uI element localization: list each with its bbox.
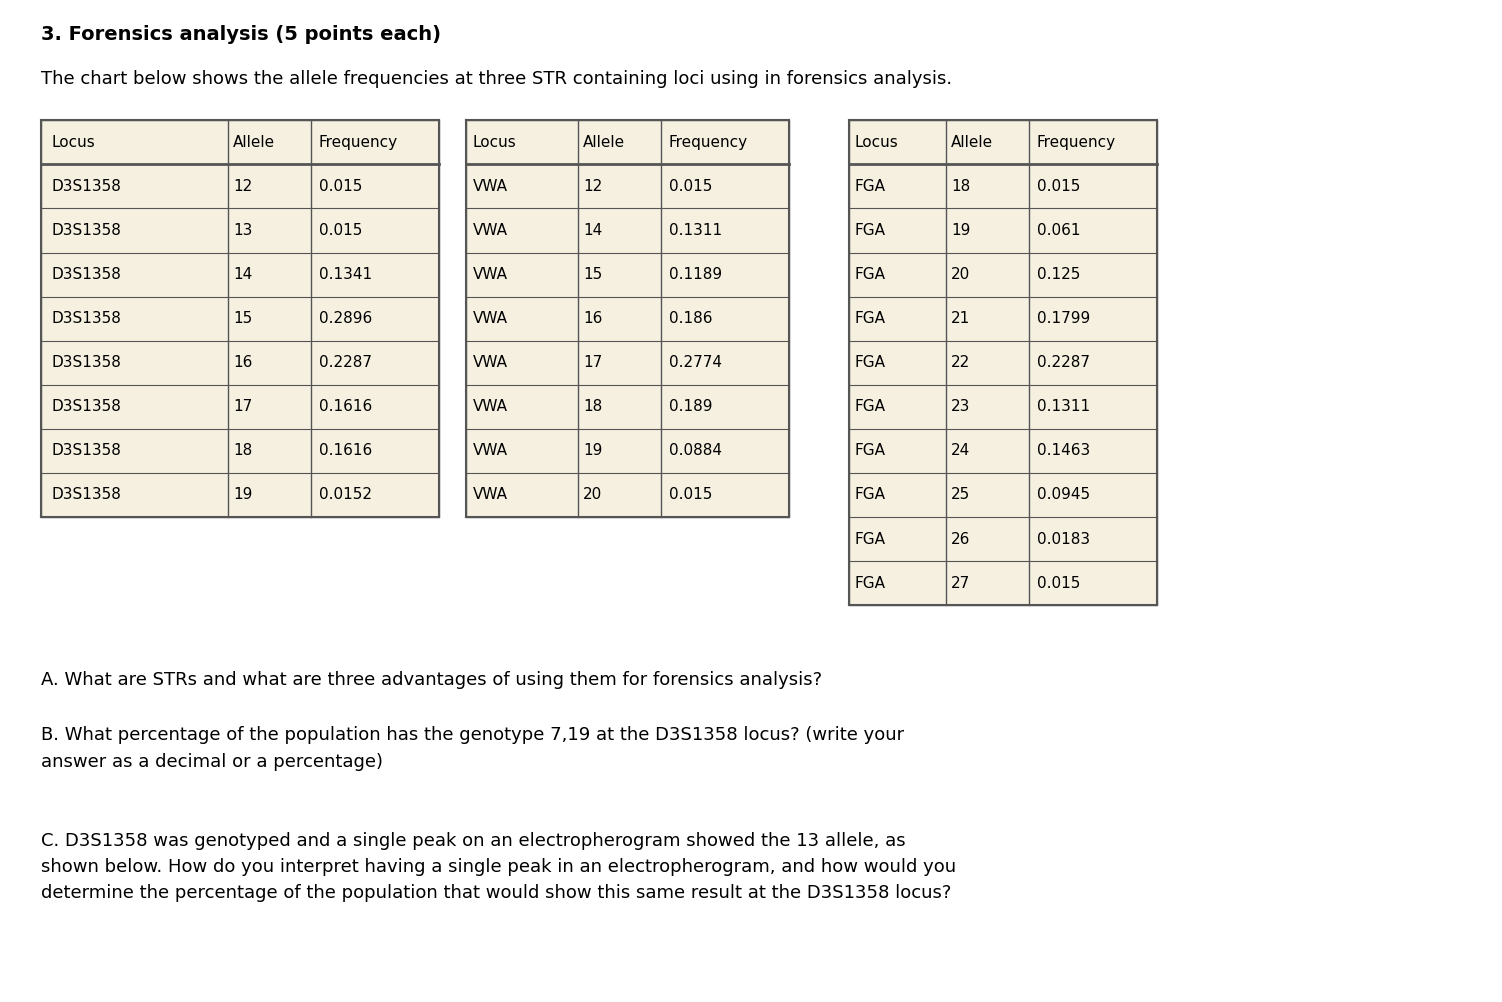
Text: 3. Forensics analysis (5 points each): 3. Forensics analysis (5 points each) bbox=[41, 25, 440, 44]
Text: Allele: Allele bbox=[951, 135, 993, 149]
Text: D3S1358: D3S1358 bbox=[51, 312, 122, 326]
Text: D3S1358: D3S1358 bbox=[51, 179, 122, 193]
Text: 0.061: 0.061 bbox=[1036, 223, 1080, 237]
Text: 23: 23 bbox=[951, 400, 970, 414]
Text: 0.186: 0.186 bbox=[668, 312, 712, 326]
Text: 0.2287: 0.2287 bbox=[318, 356, 371, 370]
Text: 12: 12 bbox=[583, 179, 602, 193]
Text: A. What are STRs and what are three advantages of using them for forensics analy: A. What are STRs and what are three adva… bbox=[41, 671, 822, 689]
Text: FGA: FGA bbox=[855, 444, 886, 458]
Text: 0.1616: 0.1616 bbox=[318, 400, 372, 414]
Text: 0.015: 0.015 bbox=[1036, 179, 1080, 193]
Text: D3S1358: D3S1358 bbox=[51, 356, 122, 370]
Text: Allele: Allele bbox=[583, 135, 625, 149]
Text: 24: 24 bbox=[951, 444, 970, 458]
Text: 14: 14 bbox=[583, 223, 602, 237]
Text: The chart below shows the allele frequencies at three STR containing loci using : The chart below shows the allele frequen… bbox=[41, 70, 952, 88]
Text: Allele: Allele bbox=[233, 135, 275, 149]
Text: 0.1311: 0.1311 bbox=[668, 223, 721, 237]
Text: FGA: FGA bbox=[855, 268, 886, 282]
Text: 27: 27 bbox=[951, 576, 970, 590]
FancyBboxPatch shape bbox=[466, 120, 789, 517]
FancyBboxPatch shape bbox=[41, 120, 439, 517]
Text: Locus: Locus bbox=[855, 135, 898, 149]
Text: FGA: FGA bbox=[855, 312, 886, 326]
Text: Locus: Locus bbox=[473, 135, 517, 149]
Text: 0.2896: 0.2896 bbox=[318, 312, 372, 326]
Text: FGA: FGA bbox=[855, 179, 886, 193]
Text: 0.015: 0.015 bbox=[668, 488, 712, 502]
Text: VWA: VWA bbox=[473, 223, 508, 237]
Text: 25: 25 bbox=[951, 488, 970, 502]
Text: 19: 19 bbox=[583, 444, 602, 458]
Text: D3S1358: D3S1358 bbox=[51, 488, 122, 502]
Text: FGA: FGA bbox=[855, 356, 886, 370]
Text: FGA: FGA bbox=[855, 532, 886, 546]
Text: 15: 15 bbox=[583, 268, 602, 282]
Text: FGA: FGA bbox=[855, 576, 886, 590]
Text: 18: 18 bbox=[951, 179, 970, 193]
FancyBboxPatch shape bbox=[849, 120, 1157, 605]
Text: 0.2774: 0.2774 bbox=[668, 356, 721, 370]
Text: 0.1311: 0.1311 bbox=[1036, 400, 1089, 414]
Text: VWA: VWA bbox=[473, 268, 508, 282]
Text: 12: 12 bbox=[233, 179, 252, 193]
Text: 16: 16 bbox=[233, 356, 252, 370]
Text: D3S1358: D3S1358 bbox=[51, 444, 122, 458]
Text: 17: 17 bbox=[233, 400, 252, 414]
Text: 0.1341: 0.1341 bbox=[318, 268, 371, 282]
Text: 22: 22 bbox=[951, 356, 970, 370]
Text: 0.015: 0.015 bbox=[318, 179, 362, 193]
Text: 0.0945: 0.0945 bbox=[1036, 488, 1089, 502]
Text: VWA: VWA bbox=[473, 488, 508, 502]
Text: 19: 19 bbox=[233, 488, 252, 502]
Text: 0.1799: 0.1799 bbox=[1036, 312, 1090, 326]
Text: 0.0183: 0.0183 bbox=[1036, 532, 1089, 546]
Text: 0.1189: 0.1189 bbox=[668, 268, 721, 282]
Text: 0.015: 0.015 bbox=[318, 223, 362, 237]
Text: 21: 21 bbox=[951, 312, 970, 326]
Text: VWA: VWA bbox=[473, 444, 508, 458]
Text: 0.1616: 0.1616 bbox=[318, 444, 372, 458]
Text: 0.015: 0.015 bbox=[668, 179, 712, 193]
Text: 13: 13 bbox=[233, 223, 252, 237]
Text: FGA: FGA bbox=[855, 400, 886, 414]
Text: 18: 18 bbox=[233, 444, 252, 458]
Text: Frequency: Frequency bbox=[318, 135, 398, 149]
Text: 14: 14 bbox=[233, 268, 252, 282]
Text: VWA: VWA bbox=[473, 356, 508, 370]
Text: 0.1463: 0.1463 bbox=[1036, 444, 1090, 458]
Text: 0.189: 0.189 bbox=[668, 400, 712, 414]
Text: 0.015: 0.015 bbox=[1036, 576, 1080, 590]
Text: Frequency: Frequency bbox=[1036, 135, 1116, 149]
Text: 0.2287: 0.2287 bbox=[1036, 356, 1089, 370]
Text: 0.0152: 0.0152 bbox=[318, 488, 371, 502]
Text: C. D3S1358 was genotyped and a single peak on an electropherogram showed the 13 : C. D3S1358 was genotyped and a single pe… bbox=[41, 832, 955, 903]
Text: 20: 20 bbox=[583, 488, 602, 502]
Text: 19: 19 bbox=[951, 223, 970, 237]
Text: D3S1358: D3S1358 bbox=[51, 268, 122, 282]
Text: FGA: FGA bbox=[855, 488, 886, 502]
Text: 15: 15 bbox=[233, 312, 252, 326]
Text: B. What percentage of the population has the genotype 7,19 at the D3S1358 locus?: B. What percentage of the population has… bbox=[41, 726, 904, 771]
Text: Frequency: Frequency bbox=[668, 135, 748, 149]
Text: 16: 16 bbox=[583, 312, 602, 326]
Text: 0.125: 0.125 bbox=[1036, 268, 1080, 282]
Text: 18: 18 bbox=[583, 400, 602, 414]
Text: 20: 20 bbox=[951, 268, 970, 282]
Text: 17: 17 bbox=[583, 356, 602, 370]
Text: VWA: VWA bbox=[473, 179, 508, 193]
Text: D3S1358: D3S1358 bbox=[51, 400, 122, 414]
Text: D3S1358: D3S1358 bbox=[51, 223, 122, 237]
Text: VWA: VWA bbox=[473, 312, 508, 326]
Text: VWA: VWA bbox=[473, 400, 508, 414]
Text: 0.0884: 0.0884 bbox=[668, 444, 721, 458]
Text: Locus: Locus bbox=[51, 135, 96, 149]
Text: 26: 26 bbox=[951, 532, 970, 546]
Text: FGA: FGA bbox=[855, 223, 886, 237]
